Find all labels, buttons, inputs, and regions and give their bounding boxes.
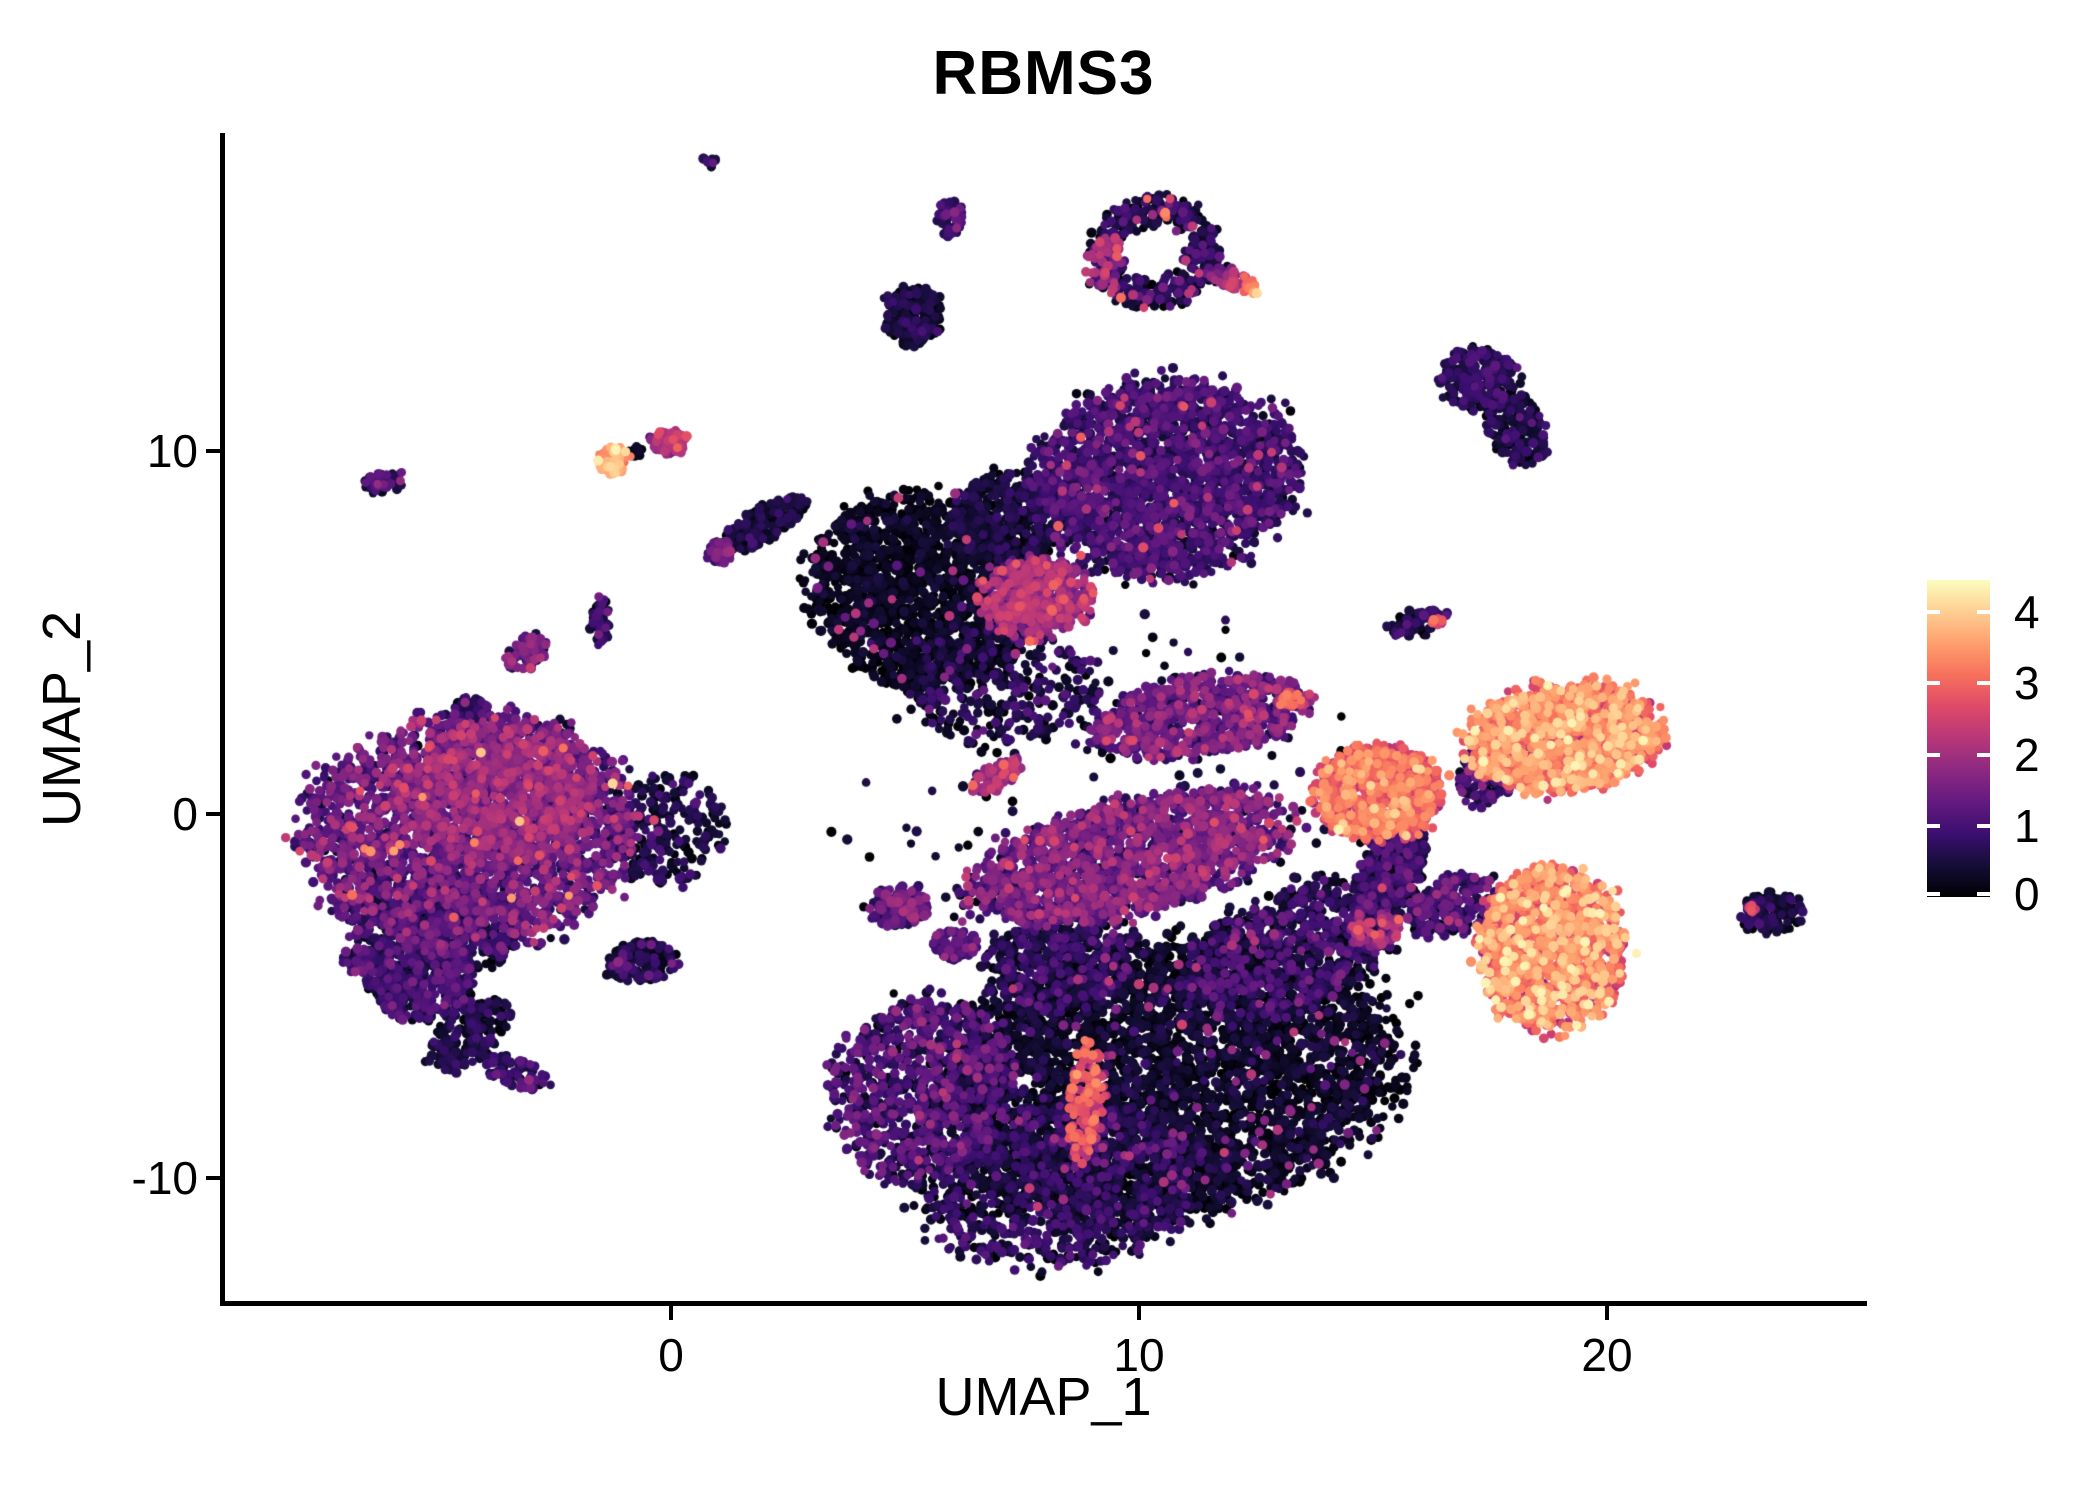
x-tick-mark (1137, 1306, 1141, 1320)
legend-tick-label: 1 (2014, 799, 2040, 852)
legend-tick-notch (1977, 610, 1990, 615)
y-tick-label: 10 (146, 424, 198, 477)
x-tick-label: 10 (1113, 1329, 1165, 1381)
plot-title: RBMS3 (932, 39, 1155, 108)
x-tick-mark (669, 1306, 673, 1320)
legend-tick-notch (1927, 823, 1940, 828)
x-tick-label: 0 (658, 1329, 684, 1381)
x-axis-title: UMAP_1 (935, 1367, 1152, 1427)
x-axis-line (220, 1301, 1867, 1306)
legend-tick-notch (1927, 892, 1940, 896)
legend-tick-notch (1977, 681, 1990, 686)
x-tick-mark (1605, 1306, 1609, 1320)
y-tick-mark (206, 812, 220, 816)
legend-tick-notch (1927, 752, 1940, 757)
legend-tick-notch (1977, 823, 1990, 828)
legend-tick-label: 4 (2014, 586, 2040, 639)
legend-tick-notch (1927, 681, 1940, 686)
x-tick-label: 20 (1581, 1329, 1633, 1381)
legend-tick-notch (1977, 892, 1990, 896)
legend-tick-label: 2 (2014, 728, 2040, 781)
legend-tick-notch (1927, 610, 1940, 615)
y-tick-mark (206, 448, 220, 453)
y-tick-label: -10 (131, 1151, 198, 1204)
legend-tick-label: 0 (2014, 868, 2040, 920)
y-tick-mark (206, 1175, 220, 1180)
y-tick-label: 0 (172, 788, 198, 840)
legend-colorbar-gradient (1927, 580, 1990, 897)
legend-tick-label: 3 (2014, 657, 2040, 710)
y-axis-line (220, 133, 225, 1306)
legend-tick-notch (1977, 752, 1990, 757)
y-axis-title: UMAP_2 (32, 610, 92, 828)
